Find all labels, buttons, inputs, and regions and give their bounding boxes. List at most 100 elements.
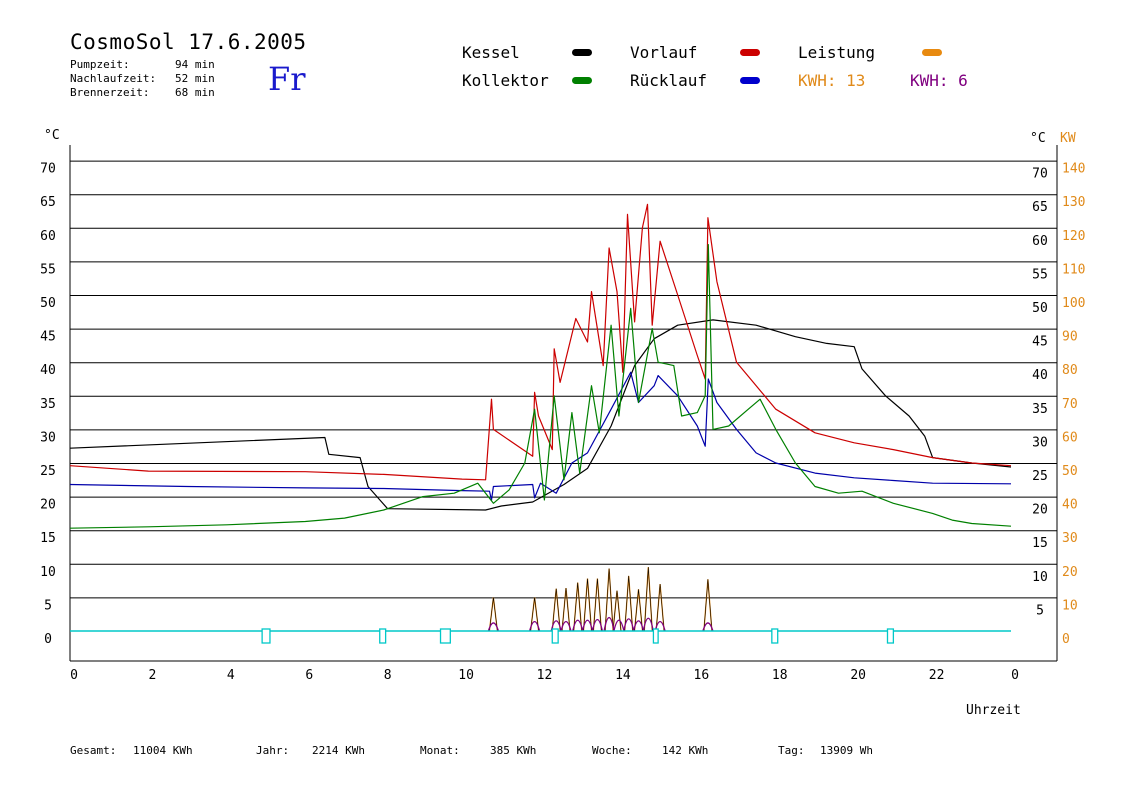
y-tick-kw-110: 110 [1062, 262, 1085, 277]
x-tick-8: 16 [694, 668, 710, 683]
legend-kwh-13: KWH: 13 [798, 71, 866, 90]
footer-woche-label: Woche: [592, 744, 632, 757]
kwh2-peak-10 [632, 620, 645, 632]
y-tick-kw-120: 120 [1062, 229, 1085, 244]
y-tick-kw-90: 90 [1062, 330, 1078, 345]
y-tick-right-5: 5 [1036, 603, 1044, 618]
kwh2-peak-5 [581, 619, 594, 632]
legend-ruecklauf-label: Rücklauf [630, 71, 708, 90]
kwh2-peak-8 [613, 619, 625, 632]
pump-marker-1 [379, 628, 387, 644]
y-tick-kw-30: 30 [1062, 531, 1078, 546]
stat-value-brennerzeit: 68 min [175, 86, 215, 99]
weekday-label: Fr [268, 60, 306, 98]
legend-kessel-swatch [572, 49, 592, 56]
legend-leistung-swatch [922, 49, 942, 56]
leistung-peak-outline-8 [612, 590, 622, 632]
leistung-peak-outline-11 [644, 567, 653, 632]
leistung-peak-outline-4 [573, 582, 582, 632]
pump-marker-3 [551, 628, 559, 644]
pump-marker-4 [652, 628, 659, 644]
footer-tag-value: 13909 Wh [820, 744, 873, 757]
y-tick-right-30: 30 [1032, 435, 1048, 450]
y-tick-kw-50: 50 [1062, 464, 1078, 479]
page-title: CosmoSol 17.6.2005 [70, 30, 307, 54]
kwh2-peak-1 [528, 620, 541, 632]
y-tick-right-65: 65 [1032, 200, 1048, 215]
footer-gesamt-value: 11004 KWh [133, 744, 193, 757]
x-tick-9: 18 [772, 668, 788, 683]
leistung-peak-outline-10 [634, 589, 643, 632]
y-tick-kw-70: 70 [1062, 397, 1078, 412]
leistung-peak-outline-7 [604, 568, 614, 632]
y-tick-left-60: 60 [40, 229, 56, 244]
y-tick-left-25: 25 [40, 464, 56, 479]
y-tick-left-10: 10 [40, 565, 56, 580]
series-line-vorlauf [69, 203, 1012, 481]
y-tick-left-45: 45 [40, 330, 56, 345]
y-axis-right-unit: °C [1030, 131, 1046, 146]
leistung-peak-8 [612, 590, 622, 632]
kwh2-peak-0 [487, 622, 500, 632]
leistung-peak-outline-2 [551, 588, 561, 632]
y-tick-left-0: 0 [44, 632, 52, 647]
y-tick-kw-140: 140 [1062, 162, 1085, 177]
series-line-kollektor [69, 244, 1012, 529]
leistung-peak-outline-9 [624, 575, 633, 632]
kwh2-peak-2 [550, 620, 562, 632]
y-tick-right-55: 55 [1032, 267, 1048, 282]
pump-marker-2 [439, 628, 451, 644]
y-tick-left-55: 55 [40, 262, 56, 277]
footer-woche-value: 142 KWh [662, 744, 709, 757]
footer-jahr-value: 2214 KWh [312, 744, 365, 757]
y-tick-right-40: 40 [1032, 368, 1048, 383]
y-tick-kw-10: 10 [1062, 598, 1078, 613]
y-tick-right-45: 45 [1032, 335, 1048, 350]
x-tick-5: 10 [458, 668, 474, 683]
legend-leistung-label: Leistung [798, 43, 876, 62]
legend-kessel-label: Kessel [462, 43, 520, 62]
x-tick-3: 6 [305, 668, 313, 683]
x-tick-6: 12 [537, 668, 553, 683]
y-tick-right-70: 70 [1032, 167, 1048, 182]
x-tick-1: 2 [149, 668, 157, 683]
y-tick-left-40: 40 [40, 363, 56, 378]
legend-kollektor-label: Kollektor [462, 71, 549, 90]
footer-gesamt-label: Gesamt: [70, 744, 117, 757]
y-tick-left-70: 70 [40, 162, 56, 177]
kwh2-peak-3 [560, 620, 572, 632]
y-tick-right-20: 20 [1032, 503, 1048, 518]
kwh2-peak-9 [623, 618, 635, 632]
pump-marker-6 [886, 628, 895, 644]
footer-monat-label: Monat: [420, 744, 460, 757]
x-tick-10: 20 [850, 668, 866, 683]
leistung-peak-outline-12 [655, 583, 665, 632]
y-tick-kw-20: 20 [1062, 565, 1078, 580]
stat-value-nachlaufzeit: 52 min [175, 72, 215, 85]
legend-kollektor-swatch [572, 77, 592, 84]
pump-marker-0 [261, 628, 271, 644]
stat-label-pumpzeit: Pumpzeit: [70, 58, 130, 71]
stat-label-nachlaufzeit: Nachlaufzeit: [70, 72, 157, 85]
kwh2-peak-4 [572, 619, 584, 632]
x-tick-2: 4 [227, 668, 235, 683]
y-axis-left-unit: °C [44, 128, 60, 143]
y-tick-right-10: 10 [1032, 570, 1048, 585]
x-tick-12: 0 [1011, 668, 1019, 683]
y-tick-right-15: 15 [1032, 536, 1048, 551]
leistung-peak-outline-1 [530, 597, 539, 632]
stat-label-brennerzeit: Brennerzeit: [70, 86, 150, 99]
y-tick-right-25: 25 [1032, 469, 1048, 484]
leistung-peak-outline-0 [489, 597, 498, 632]
y-tick-left-65: 65 [40, 195, 56, 210]
leistung-peak-outline-3 [561, 587, 571, 632]
y-tick-kw-40: 40 [1062, 498, 1078, 513]
y-tick-kw-60: 60 [1062, 430, 1078, 445]
pump-marker-5 [771, 628, 779, 644]
kwh2-peak-13 [702, 622, 714, 632]
legend-kwh-6: KWH: 6 [910, 71, 968, 90]
y-tick-right-60: 60 [1032, 234, 1048, 249]
footer-monat-value: 385 KWh [490, 744, 537, 757]
kwh2-peak-11 [642, 617, 654, 632]
